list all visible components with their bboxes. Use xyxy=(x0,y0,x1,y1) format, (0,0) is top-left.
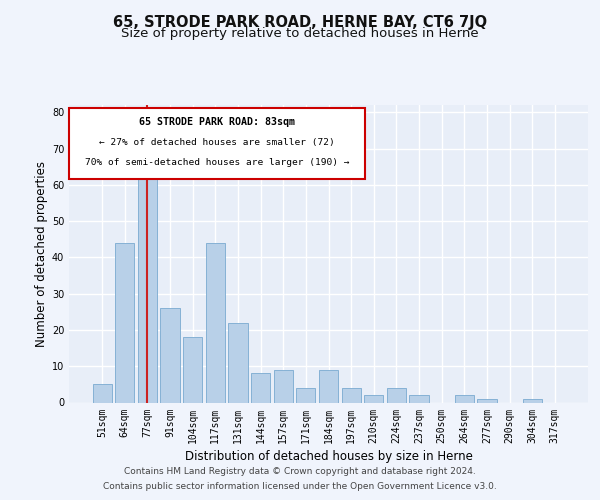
Text: 65, STRODE PARK ROAD, HERNE BAY, CT6 7JQ: 65, STRODE PARK ROAD, HERNE BAY, CT6 7JQ xyxy=(113,15,487,30)
Text: 70% of semi-detached houses are larger (190) →: 70% of semi-detached houses are larger (… xyxy=(85,158,349,168)
Y-axis label: Number of detached properties: Number of detached properties xyxy=(35,161,47,347)
Bar xyxy=(477,399,497,402)
Text: ← 27% of detached houses are smaller (72): ← 27% of detached houses are smaller (72… xyxy=(99,138,335,146)
Bar xyxy=(523,399,542,402)
Bar xyxy=(251,374,270,402)
Text: 65 STRODE PARK ROAD: 83sqm: 65 STRODE PARK ROAD: 83sqm xyxy=(139,117,295,127)
Text: Contains HM Land Registry data © Crown copyright and database right 2024.: Contains HM Land Registry data © Crown c… xyxy=(124,467,476,476)
Bar xyxy=(138,166,157,402)
Bar xyxy=(455,395,474,402)
Bar xyxy=(274,370,293,402)
FancyBboxPatch shape xyxy=(69,108,365,180)
Bar xyxy=(409,395,428,402)
Bar xyxy=(341,388,361,402)
Bar xyxy=(206,243,225,402)
Bar xyxy=(296,388,316,402)
Bar xyxy=(183,337,202,402)
Bar xyxy=(319,370,338,402)
Bar xyxy=(364,395,383,402)
Text: Size of property relative to detached houses in Herne: Size of property relative to detached ho… xyxy=(121,28,479,40)
Bar xyxy=(160,308,180,402)
Bar xyxy=(387,388,406,402)
Bar xyxy=(92,384,112,402)
X-axis label: Distribution of detached houses by size in Herne: Distribution of detached houses by size … xyxy=(185,450,472,462)
Text: Contains public sector information licensed under the Open Government Licence v3: Contains public sector information licen… xyxy=(103,482,497,491)
Bar xyxy=(229,322,248,402)
Bar xyxy=(115,243,134,402)
